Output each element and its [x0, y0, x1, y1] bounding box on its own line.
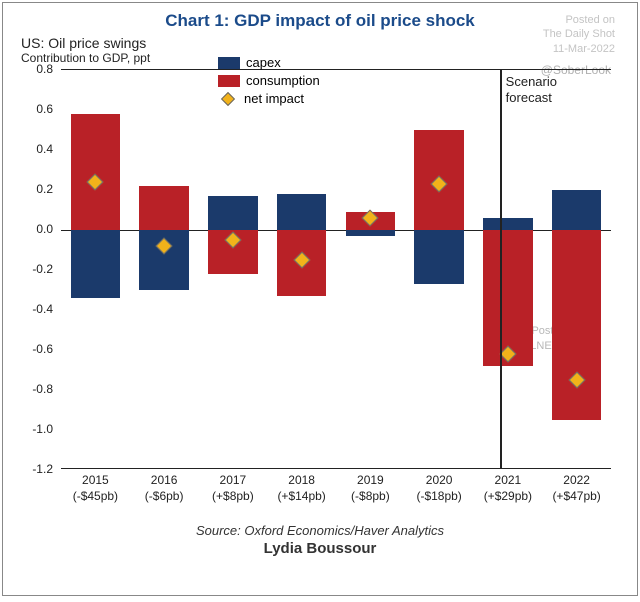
x-tick-label: 2015(-$45pb): [73, 473, 118, 504]
chart-title: Chart 1: GDP impact of oil price shock: [21, 11, 619, 31]
y-tick-label: 0.8: [36, 62, 53, 76]
legend-consumption: consumption: [218, 73, 320, 88]
scenario-divider: [500, 70, 502, 468]
y-tick-label: 0.6: [36, 102, 53, 116]
author-text: Lydia Boussour: [21, 540, 619, 557]
bar-consumption: [139, 186, 189, 230]
wm-line1: Posted on: [565, 14, 615, 26]
y-tick-label: -0.4: [32, 302, 53, 316]
chart-inner: Posted on ISABELNET.com Scenarioforecast: [61, 69, 611, 469]
bar-capex: [277, 194, 327, 230]
y-axis: 0.80.60.40.20.0-0.2-0.4-0.6-0.8-1.0-1.2: [21, 69, 57, 469]
bar-capex: [483, 218, 533, 230]
bar-capex: [208, 196, 258, 230]
subtitle-line1: US: Oil price swings: [21, 35, 619, 51]
diamond-icon: [221, 91, 235, 105]
source-text: Source: Oxford Economics/Haver Analytics: [21, 523, 619, 538]
x-tick-label: 2021(+$29pb): [484, 473, 532, 504]
x-tick-label: 2020(-$18pb): [416, 473, 461, 504]
plot-area: 0.80.60.40.20.0-0.2-0.4-0.6-0.8-1.0-1.2 …: [21, 69, 619, 469]
x-tick-label: 2016(-$6pb): [145, 473, 184, 504]
x-axis-labels: 2015(-$45pb) 2016(-$6pb) 2017(+$8pb) 2018(+…: [61, 473, 611, 513]
legend-capex: capex: [218, 55, 320, 70]
chart-container: Chart 1: GDP impact of oil price shock P…: [2, 2, 638, 596]
bar-consumption: [71, 114, 121, 230]
subtitle-line2: Contribution to GDP, ppt: [21, 51, 619, 65]
wm-line2: The Daily Shot: [543, 28, 615, 40]
x-tick-label: 2022(+$47pb): [552, 473, 600, 504]
y-tick-label: -1.0: [32, 422, 53, 436]
legend-swatch-capex: [218, 57, 240, 69]
bar-capex: [414, 230, 464, 284]
wm-line3: 11-Mar-2022: [553, 43, 615, 55]
legend: capex consumption net impact: [218, 55, 320, 109]
legend-label-net: net impact: [244, 91, 304, 106]
y-tick-label: -0.8: [32, 382, 53, 396]
bar-consumption: [552, 230, 602, 420]
x-tick-label: 2019(-$8pb): [351, 473, 390, 504]
legend-label-consumption: consumption: [246, 73, 320, 88]
scenario-forecast-label: Scenarioforecast: [506, 74, 557, 105]
bar-capex: [552, 190, 602, 230]
y-tick-label: -1.2: [32, 462, 53, 476]
legend-swatch-consumption: [218, 75, 240, 87]
y-tick-label: -0.6: [32, 342, 53, 356]
y-tick-label: 0.0: [36, 222, 53, 236]
watermark-top-right: Posted on The Daily Shot 11-Mar-2022: [543, 13, 615, 56]
x-tick-label: 2018(+$14pb): [277, 473, 325, 504]
x-tick-label: 2017(+$8pb): [212, 473, 254, 504]
bar-capex: [346, 230, 396, 236]
y-tick-label: 0.2: [36, 182, 53, 196]
bar-capex: [71, 230, 121, 298]
legend-label-capex: capex: [246, 55, 281, 70]
y-tick-label: -0.2: [32, 262, 53, 276]
legend-net: net impact: [218, 91, 320, 106]
y-tick-label: 0.4: [36, 142, 53, 156]
